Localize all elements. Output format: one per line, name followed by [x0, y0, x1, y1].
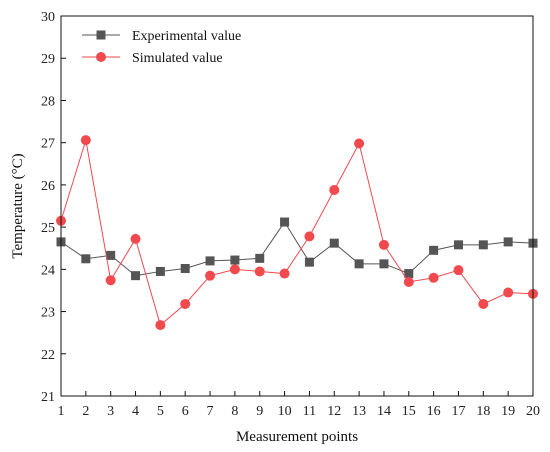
x-axis-label: Measurement points [236, 429, 358, 445]
legend-item-experimental: Experimental value [82, 29, 241, 44]
legend-label-experimental: Experimental value [132, 29, 241, 44]
data-point [131, 271, 141, 281]
data-point [453, 240, 463, 250]
data-point [503, 287, 514, 298]
x-tick-label: 9 [256, 404, 263, 419]
y-tick-label: 23 [41, 306, 55, 321]
data-point [378, 239, 389, 250]
data-point [453, 265, 464, 276]
legend-label-simulated: Simulated value [132, 51, 223, 66]
legend: Experimental value Simulated value [82, 29, 241, 66]
data-point [279, 268, 290, 279]
x-tick-label: 5 [157, 404, 164, 419]
data-point [106, 250, 116, 260]
series-simulated [56, 135, 538, 331]
y-tick-label: 25 [41, 221, 55, 236]
series-experimental [56, 217, 538, 281]
data-point [403, 277, 414, 287]
data-point [404, 269, 414, 279]
x-tick-label: 19 [501, 404, 515, 419]
x-tick-label: 15 [402, 404, 416, 419]
data-point [180, 263, 190, 273]
x-tick-label: 3 [107, 404, 114, 419]
data-point [329, 184, 340, 195]
data-point [304, 257, 314, 267]
data-point [155, 320, 166, 331]
x-tick-label: 11 [303, 404, 316, 419]
x-tick-label: 14 [377, 404, 391, 419]
data-point [155, 266, 165, 276]
y-tick-label: 29 [41, 52, 55, 67]
data-point [180, 298, 191, 309]
plot-frame [60, 15, 534, 397]
y-tick-label: 28 [41, 94, 55, 109]
data-point [304, 231, 315, 242]
data-point [80, 135, 91, 146]
legend-item-simulated: Simulated value [82, 51, 223, 66]
data-point [478, 298, 489, 309]
y-tick-label: 27 [41, 137, 55, 152]
data-point [429, 245, 439, 255]
data-point [254, 266, 265, 277]
data-point [379, 259, 389, 269]
data-point [329, 238, 339, 248]
legend-marker-experimental [96, 30, 106, 40]
x-tick-label: 1 [58, 404, 65, 419]
x-tick-label: 12 [327, 404, 341, 419]
data-point [478, 240, 488, 250]
data-point [354, 138, 365, 149]
legend-marker-simulated [96, 52, 106, 62]
data-point [81, 254, 91, 264]
data-point [230, 255, 240, 265]
y-tick-label: 22 [41, 348, 55, 363]
x-tick-label: 17 [451, 404, 465, 419]
data-point [255, 253, 265, 263]
x-tick-label: 13 [352, 404, 366, 419]
y-tick-label: 26 [41, 179, 55, 194]
y-tick-label: 24 [41, 263, 55, 278]
y-axis-label: Temperature (°C) [10, 153, 26, 258]
data-point [205, 256, 215, 266]
data-point [105, 275, 116, 286]
y-tick-label: 30 [41, 10, 55, 25]
data-point [205, 270, 216, 281]
x-tick-label: 20 [526, 404, 540, 419]
x-tick-label: 7 [207, 404, 214, 419]
x-tick-label: 16 [427, 404, 441, 419]
x-tick-label: 6 [182, 404, 189, 419]
x-tick-label: 10 [278, 404, 292, 419]
y-tick-label: 21 [41, 390, 55, 405]
x-tick-label: 2 [82, 404, 89, 419]
data-point [130, 233, 141, 244]
data-point [428, 272, 439, 283]
x-tick-label: 18 [476, 404, 490, 419]
data-point [354, 259, 364, 269]
series-line [60, 139, 534, 326]
x-tick-label: 8 [231, 404, 238, 419]
ticks-layer [60, 15, 534, 397]
data-point [280, 217, 290, 227]
x-tick-label: 4 [132, 404, 139, 419]
series-layer [56, 135, 538, 331]
data-point [229, 264, 240, 275]
data-point [503, 237, 513, 247]
